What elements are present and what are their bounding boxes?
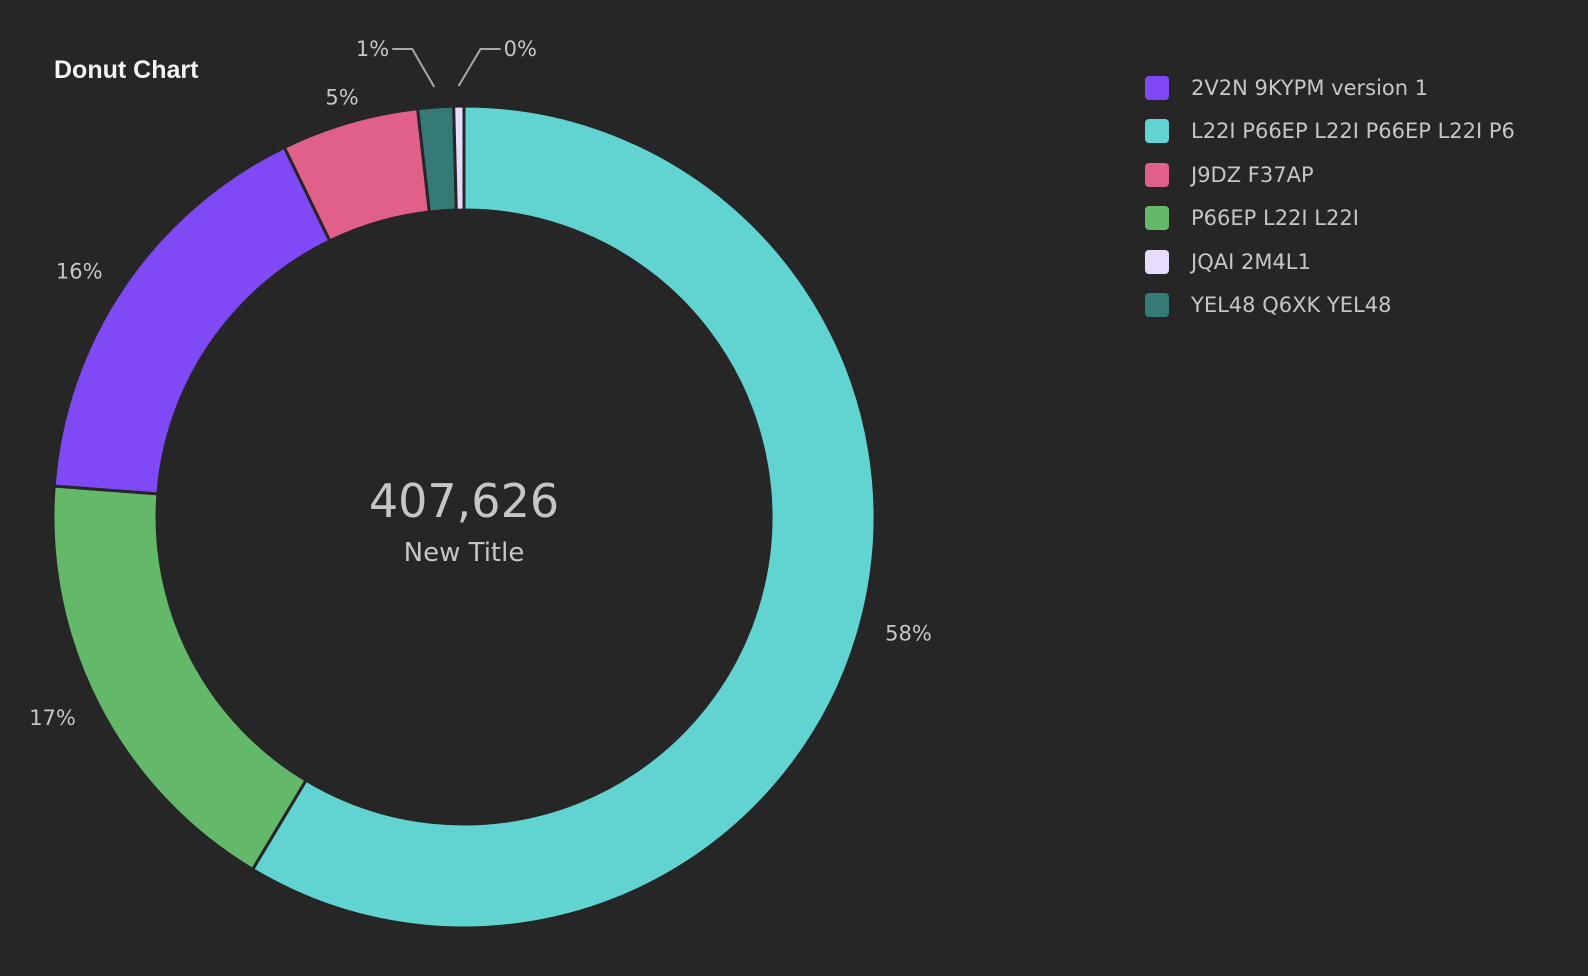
leader-line: [457, 48, 501, 87]
center-label: New Title: [404, 538, 525, 568]
slice-label: 0%: [504, 37, 537, 61]
legend-item[interactable]: YEL48 Q6XK YEL48: [1145, 284, 1515, 328]
legend-swatch: [1145, 249, 1169, 274]
slice-label: 58%: [885, 622, 932, 646]
legend-item[interactable]: J9DZ F37AP: [1145, 153, 1515, 197]
center-value: 407,626: [369, 474, 559, 528]
legend-item[interactable]: JQAI 2M4L1: [1145, 240, 1515, 284]
slice-label: 17%: [29, 706, 76, 730]
legend-swatch: [1145, 206, 1169, 231]
slice-0[interactable]: [250, 104, 877, 930]
legend-swatch: [1145, 119, 1169, 144]
slice-label: 5%: [325, 85, 358, 109]
legend: 2V2N 9KYPM version 1 L22I P66EP L22I P66E…: [1145, 66, 1515, 327]
leader-line: [392, 48, 436, 88]
legend-swatch: [1145, 75, 1169, 100]
legend-label: JQAI 2M4L1: [1191, 249, 1311, 274]
legend-swatch: [1145, 162, 1169, 187]
legend-label: 2V2N 9KYPM version 1: [1191, 75, 1429, 100]
donut-chart: 58% 17% 16% 5% 1% 0% 407,626 New Title: [29, 37, 932, 930]
legend-label: J9DZ F37AP: [1191, 162, 1314, 187]
slice-label: 16%: [56, 259, 103, 283]
slice-2[interactable]: [52, 145, 332, 496]
slice-label: 1%: [356, 37, 389, 61]
slice-5[interactable]: [452, 104, 466, 212]
legend-item[interactable]: 2V2N 9KYPM version 1: [1145, 66, 1515, 110]
legend-item[interactable]: L22I P66EP L22I P66EP L22I P66EP: [1145, 110, 1515, 154]
slice-1[interactable]: [51, 484, 309, 872]
legend-item[interactable]: P66EP L22I L22I: [1145, 197, 1515, 241]
legend-swatch: [1145, 293, 1169, 318]
legend-label: YEL48 Q6XK YEL48: [1191, 293, 1392, 318]
legend-label: L22I P66EP L22I P66EP L22I P66EP: [1191, 119, 1515, 144]
legend-label: P66EP L22I L22I: [1191, 206, 1359, 231]
chart-title: Donut Chart: [54, 56, 199, 84]
